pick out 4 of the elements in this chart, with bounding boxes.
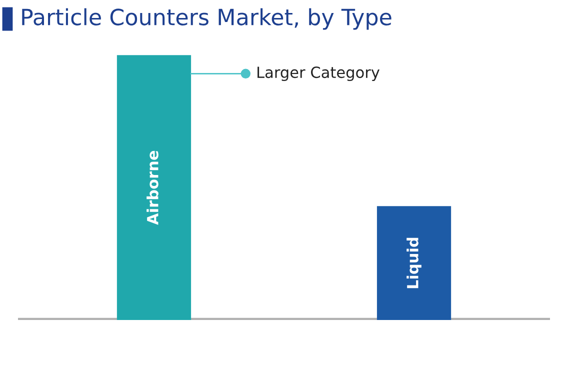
x-tick-label: Airborne bbox=[146, 150, 158, 225]
annotation: Larger Category bbox=[258, 66, 380, 82]
chart-title: Particle Counters Market, by Type bbox=[22, 8, 392, 30]
x-tick-label: Liquid bbox=[406, 238, 422, 288]
